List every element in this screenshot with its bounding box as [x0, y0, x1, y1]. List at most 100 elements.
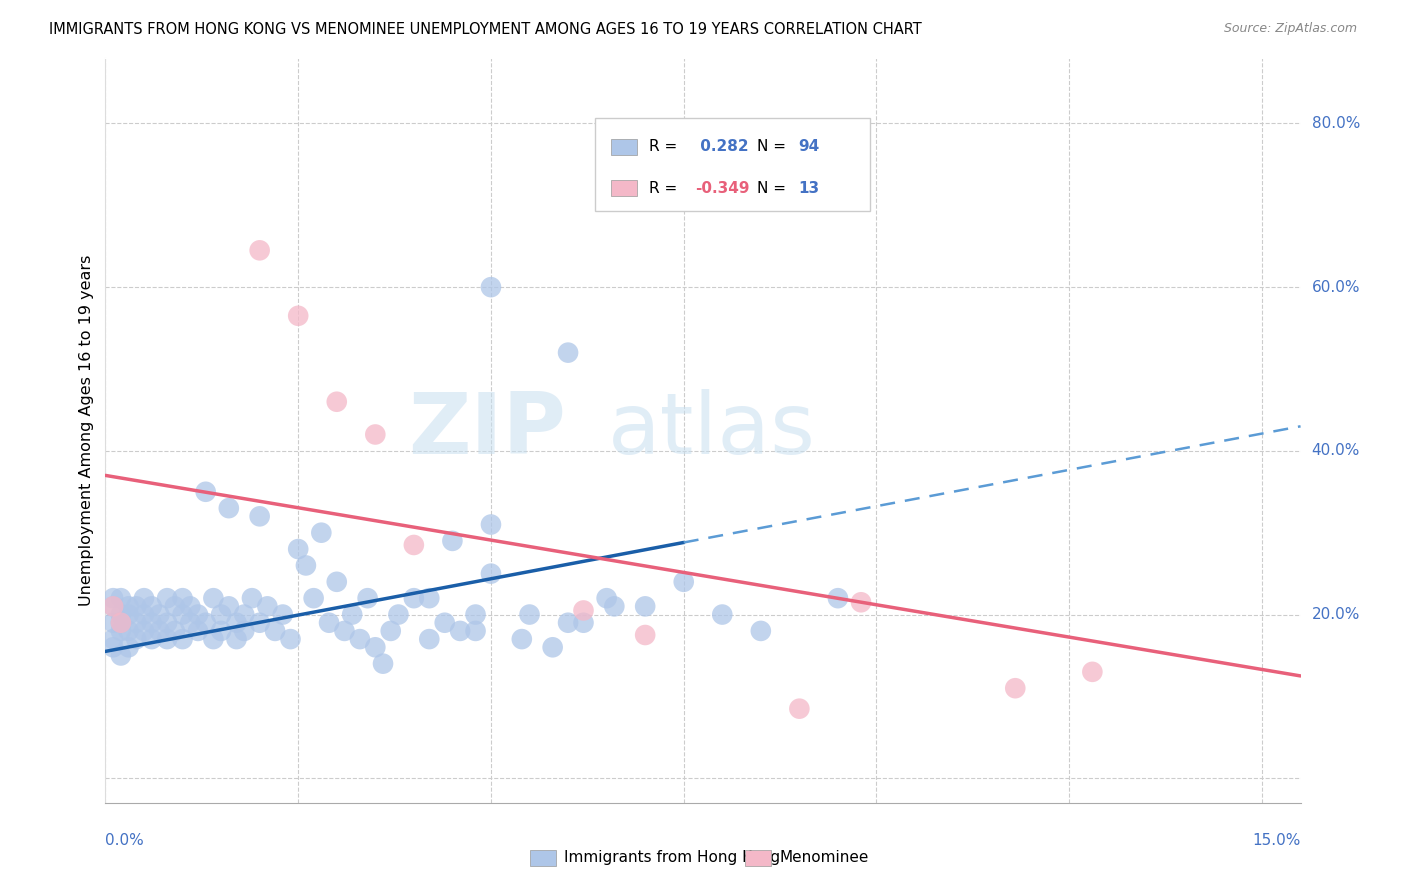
- Point: [311, 525, 333, 540]
- Text: Menominee: Menominee: [779, 850, 869, 865]
- Point: [449, 624, 471, 638]
- Point: [541, 640, 564, 655]
- Point: [302, 591, 325, 606]
- Point: [326, 394, 349, 409]
- Point: [101, 591, 124, 606]
- Point: [1004, 681, 1026, 696]
- Point: [194, 615, 217, 630]
- Point: [256, 599, 278, 614]
- Point: [510, 632, 533, 646]
- Point: [202, 591, 225, 606]
- Point: [163, 624, 186, 638]
- FancyBboxPatch shape: [530, 850, 555, 866]
- Text: ZIP: ZIP: [408, 389, 565, 472]
- Point: [557, 345, 579, 359]
- Point: [634, 628, 657, 642]
- Point: [349, 632, 371, 646]
- Point: [572, 603, 595, 617]
- Point: [249, 615, 271, 630]
- Point: [172, 632, 194, 646]
- Point: [101, 615, 124, 630]
- Point: [141, 599, 163, 614]
- Point: [479, 566, 502, 581]
- Point: [271, 607, 294, 622]
- Point: [125, 632, 148, 646]
- Point: [356, 591, 378, 606]
- Text: 94: 94: [799, 139, 820, 154]
- Point: [132, 591, 155, 606]
- Text: Source: ZipAtlas.com: Source: ZipAtlas.com: [1223, 22, 1357, 36]
- FancyBboxPatch shape: [612, 180, 637, 196]
- Point: [672, 574, 695, 589]
- Point: [371, 657, 394, 671]
- Point: [110, 591, 132, 606]
- Point: [101, 632, 124, 646]
- Text: 15.0%: 15.0%: [1253, 833, 1301, 848]
- Point: [156, 615, 179, 630]
- Point: [101, 599, 124, 614]
- Point: [1081, 665, 1104, 679]
- Point: [364, 640, 387, 655]
- Point: [132, 624, 155, 638]
- Point: [249, 244, 271, 258]
- Point: [125, 615, 148, 630]
- Point: [340, 607, 363, 622]
- Point: [218, 599, 240, 614]
- Point: [287, 542, 309, 557]
- Point: [827, 591, 849, 606]
- Point: [418, 632, 440, 646]
- Point: [402, 538, 425, 552]
- Text: 40.0%: 40.0%: [1312, 443, 1360, 458]
- Point: [418, 591, 440, 606]
- Point: [110, 615, 132, 630]
- Point: [117, 624, 139, 638]
- Point: [326, 574, 349, 589]
- Point: [141, 632, 163, 646]
- Point: [187, 607, 209, 622]
- Point: [132, 607, 155, 622]
- Text: IMMIGRANTS FROM HONG KONG VS MENOMINEE UNEMPLOYMENT AMONG AGES 16 TO 19 YEARS CO: IMMIGRANTS FROM HONG KONG VS MENOMINEE U…: [49, 22, 922, 37]
- Text: 60.0%: 60.0%: [1312, 280, 1360, 294]
- Point: [179, 615, 201, 630]
- Point: [101, 640, 124, 655]
- Point: [280, 632, 302, 646]
- Point: [789, 701, 811, 715]
- Point: [849, 595, 872, 609]
- Point: [179, 599, 201, 614]
- Point: [479, 517, 502, 532]
- Point: [519, 607, 541, 622]
- Point: [287, 309, 309, 323]
- Point: [172, 607, 194, 622]
- Point: [194, 484, 217, 499]
- Point: [233, 607, 256, 622]
- Point: [595, 591, 617, 606]
- Point: [148, 624, 170, 638]
- Text: -0.349: -0.349: [695, 180, 749, 195]
- Point: [479, 280, 502, 294]
- Point: [163, 599, 186, 614]
- Point: [148, 607, 170, 622]
- Point: [380, 624, 402, 638]
- Point: [218, 501, 240, 516]
- Point: [110, 624, 132, 638]
- Text: 13: 13: [799, 180, 820, 195]
- Point: [209, 624, 232, 638]
- Point: [387, 607, 409, 622]
- Text: atlas: atlas: [607, 389, 815, 472]
- Point: [117, 599, 139, 614]
- Point: [240, 591, 263, 606]
- Point: [141, 615, 163, 630]
- Point: [433, 615, 456, 630]
- FancyBboxPatch shape: [596, 118, 870, 211]
- Point: [225, 615, 247, 630]
- Point: [110, 607, 132, 622]
- Point: [557, 615, 579, 630]
- Point: [634, 599, 657, 614]
- Point: [202, 632, 225, 646]
- Point: [464, 607, 486, 622]
- Point: [156, 591, 179, 606]
- Text: N =: N =: [756, 139, 790, 154]
- Point: [333, 624, 356, 638]
- Point: [749, 624, 772, 638]
- Point: [233, 624, 256, 638]
